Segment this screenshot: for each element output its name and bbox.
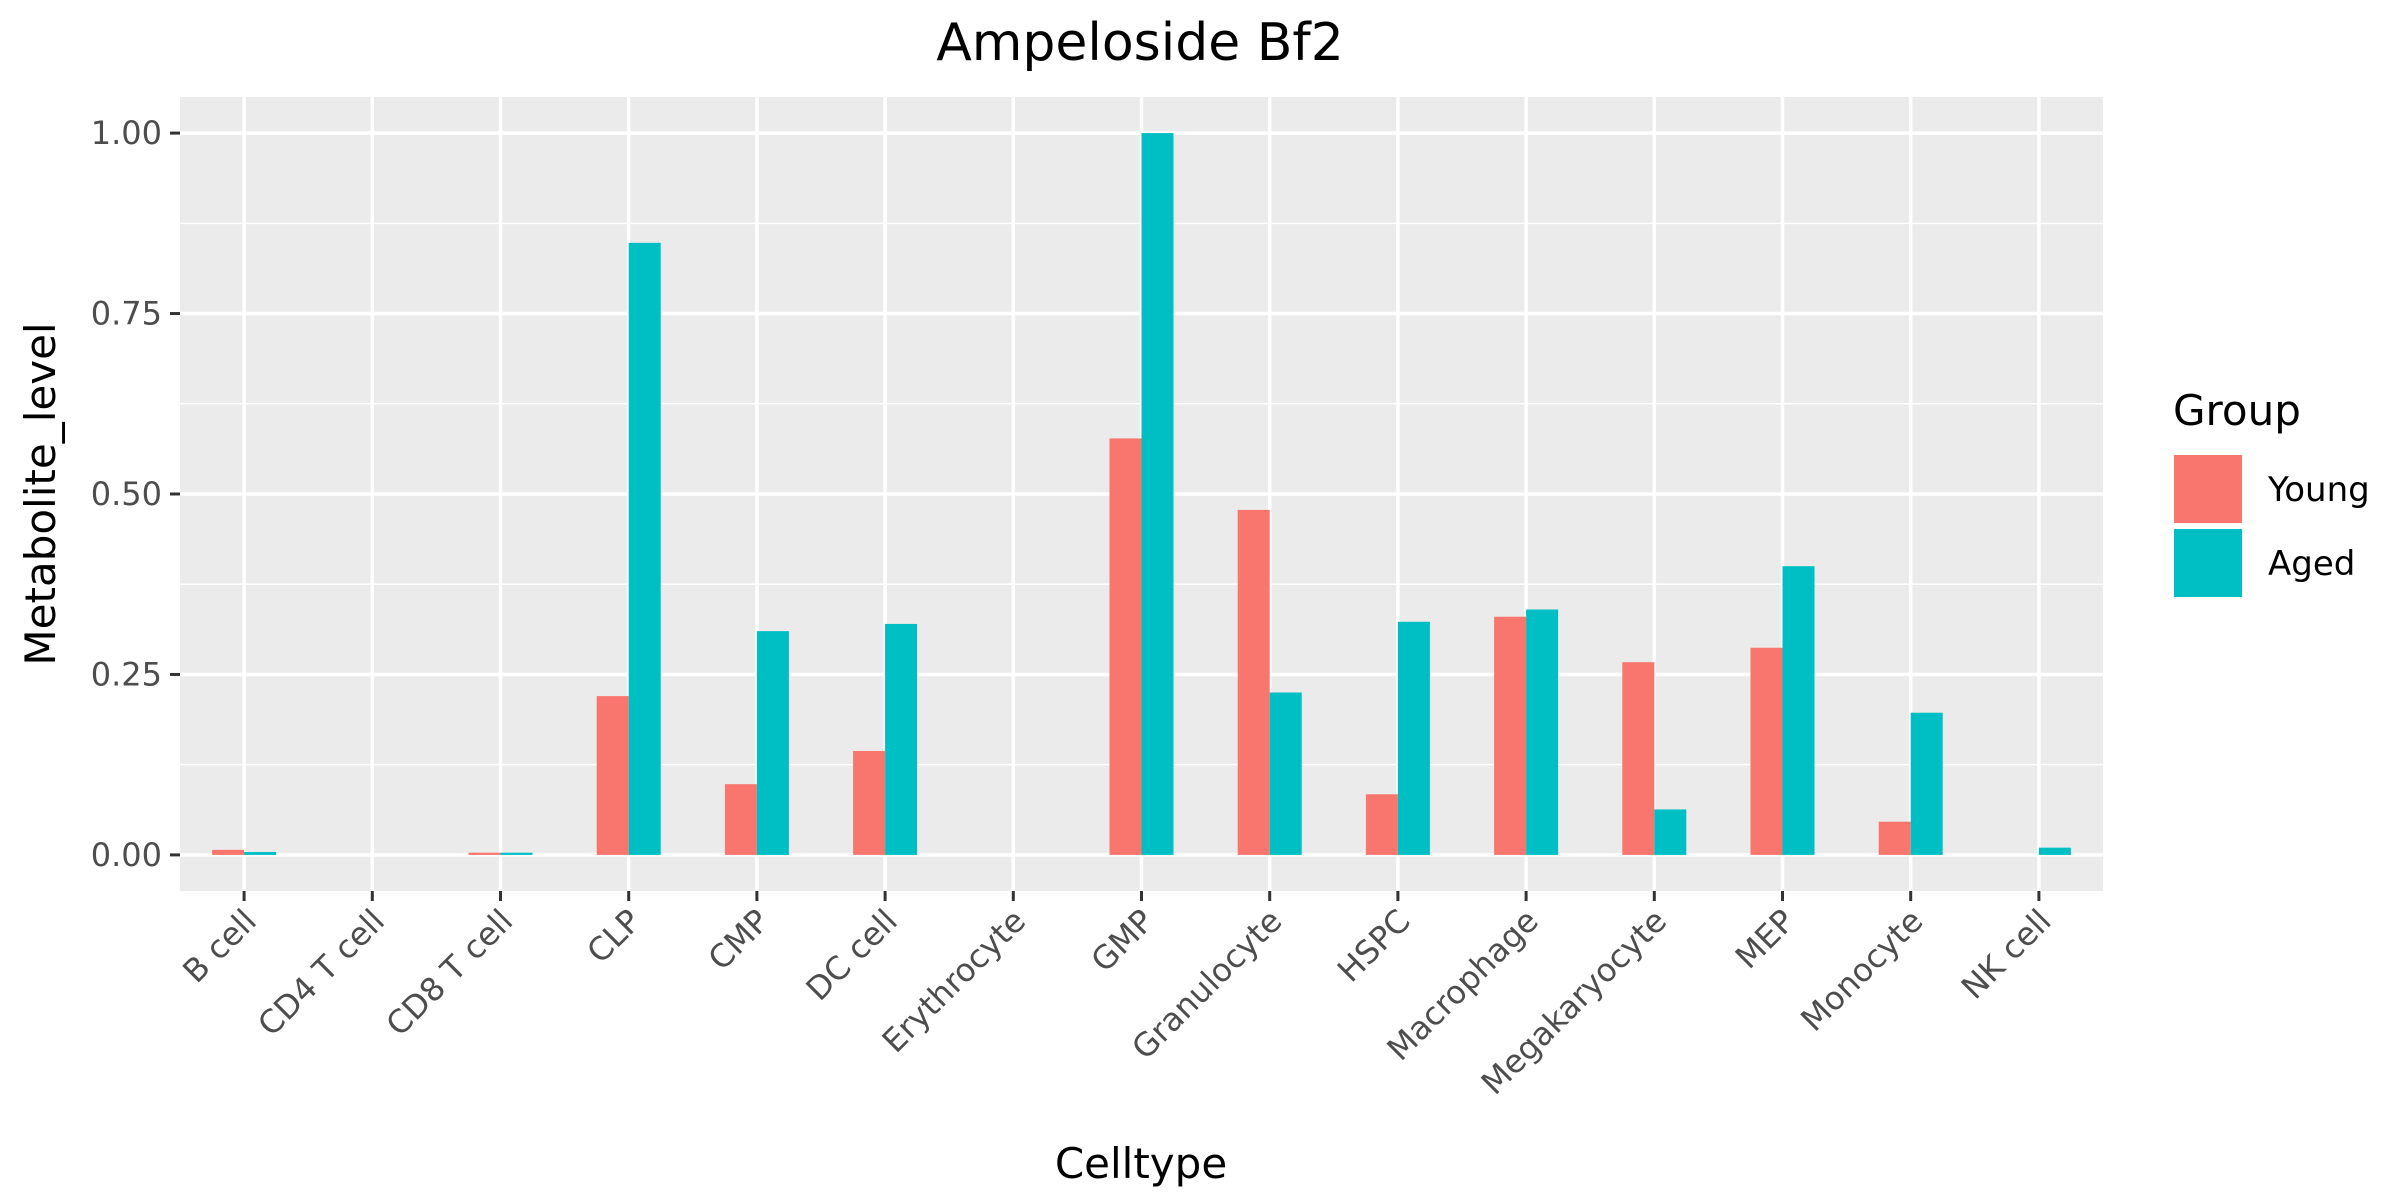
bar-young-cd8-t-cell [468,852,501,855]
bar-young-mep [1750,647,1783,855]
x-tick-label: DC cell [799,902,905,1008]
bar-young-cmp [724,784,757,855]
bar-aged-dc-cell [885,623,918,855]
bar-aged-clp [628,242,661,855]
legend-key-aged [2174,529,2242,597]
bar-young-macrophage [1494,616,1527,855]
bars-layer [212,133,2071,855]
legend-key-young [2174,455,2242,523]
bar-young-granulocyte [1237,509,1270,855]
bar-aged-nk-cell [2038,847,2071,855]
bar-aged-mep [1782,566,1815,855]
bar-young-clp [596,696,629,855]
legend-title: Group [2173,386,2301,435]
x-tick-label: CMP [701,902,777,978]
bar-aged-macrophage [1526,609,1559,855]
x-axis-title: Celltype [1055,1139,1227,1188]
bar-young-b-cell [212,849,245,855]
x-tick-label: CD4 T cell [250,902,392,1044]
legend-label-young: Young [2267,470,2370,510]
y-axis-title: Metabolite_level [16,322,65,665]
y-tick-label: 0.75 [91,295,162,333]
x-tick-label: MEP [1728,902,1802,976]
y-tick-label: 0.00 [91,836,162,874]
bar-young-megakaryocyte [1622,662,1655,855]
bar-aged-megakaryocyte [1654,809,1687,855]
bar-aged-b-cell [244,852,277,855]
bar-aged-gmp [1141,133,1174,855]
bar-young-monocyte [1878,821,1911,855]
y-tick-label: 0.25 [91,655,162,693]
legend-label-aged: Aged [2268,544,2355,584]
bar-aged-granulocyte [1269,692,1302,855]
x-tick-label: B cell [175,902,264,991]
x-tick-label: HSPC [1330,902,1418,990]
legend: Group Young Aged [2173,386,2370,597]
bar-aged-cmp [756,631,789,855]
x-tick-label: CD8 T cell [379,902,521,1044]
bar-young-hspc [1365,794,1398,855]
y-tick-label: 1.00 [91,114,162,152]
x-tick-label: GMP [1084,902,1162,980]
y-tick-label: 0.50 [91,475,162,513]
bar-aged-monocyte [1910,712,1943,855]
bar-aged-cd8-t-cell [500,852,533,855]
chart-title: Ampeloside Bf2 [936,13,1344,73]
x-tick-label: Monocyte [1793,902,1930,1039]
bar-young-gmp [1109,438,1142,855]
x-tick-label: CLP [579,902,648,971]
x-tick-label: NK cell [1954,902,2059,1007]
bar-young-dc-cell [853,750,886,855]
bar-aged-hspc [1397,621,1430,855]
